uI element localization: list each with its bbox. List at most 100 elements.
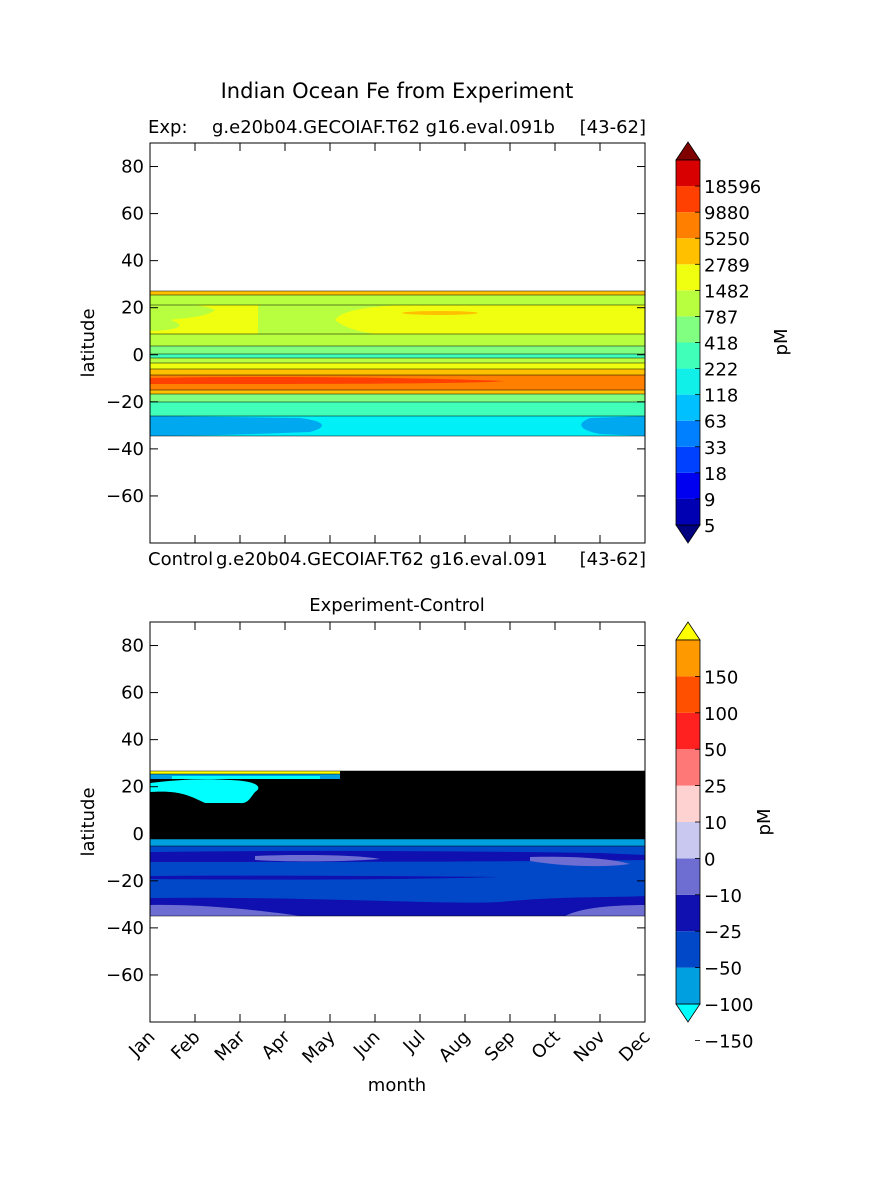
y-tick-label: 0 <box>133 824 144 845</box>
panel2-title-right: [43-62] <box>580 549 646 570</box>
colorbar-tick-label: 50 <box>704 740 727 761</box>
blob-black-top <box>340 771 645 779</box>
panel2-xlabel: month <box>368 1075 426 1096</box>
colorbar-tick-label: 25 <box>704 777 727 798</box>
band-222-418 <box>150 346 645 354</box>
band-1482-2789-b <box>150 369 645 375</box>
blob-1482-2789 <box>402 311 478 315</box>
blob-33-63-left <box>150 416 322 436</box>
blob-418-787-mid <box>258 305 400 334</box>
panel2-colorbar-label: pM <box>754 809 775 836</box>
blob-25-10-a <box>255 855 380 862</box>
colorbar-tick-label: 118 <box>704 386 738 407</box>
colorbar-tick-label: 18 <box>704 464 727 485</box>
y-tick-label: 60 <box>121 683 144 704</box>
colorbar-tick-label: −150 <box>704 1031 753 1052</box>
colorbar-tick-label: 150 <box>704 667 738 688</box>
colorbar-tick-label: 10 <box>704 813 727 834</box>
colorbar-tick-label: 222 <box>704 360 738 381</box>
blob-5250-9880 <box>150 377 505 384</box>
y-tick-label: 80 <box>121 157 144 178</box>
colorbar-swatch <box>676 264 700 291</box>
colorbar-tick-label: −100 <box>704 995 753 1016</box>
x-tick-label: Dec <box>615 1027 654 1066</box>
blob-25-10-b <box>530 856 630 867</box>
colorbar-swatch <box>676 368 700 395</box>
colorbar-tick-label: 418 <box>704 334 738 355</box>
colorbar-tick-label: 9 <box>704 490 715 511</box>
colorbar-extend-high <box>675 141 701 161</box>
colorbar-tick-label: 5250 <box>704 229 750 250</box>
x-tick-label: Apr <box>258 1026 295 1063</box>
colorbar-tick-label: 9880 <box>704 203 750 224</box>
blob-cyan-left <box>150 779 259 804</box>
x-tick-label: Jan <box>124 1027 159 1062</box>
blob-50-25-b <box>150 875 500 880</box>
y-tick-label: 20 <box>121 298 144 319</box>
band-118-222-b <box>150 402 645 416</box>
y-tick-label: 0 <box>133 345 144 366</box>
y-tick-label: −60 <box>106 965 144 986</box>
blob-25-10-bottom <box>150 904 300 916</box>
colorbar-swatch <box>676 822 700 859</box>
figure-title: Indian Ocean Fe from Experiment <box>221 79 574 103</box>
panel1-title-mid: g.e20b04.GECOIAF.T62 g16.eval.091b <box>212 117 555 138</box>
panel1-y-axis: 80 60 40 20 0 −20 −40 −60 <box>106 157 645 507</box>
blob-25-10-bottom-right <box>565 905 645 916</box>
panel1-ylabel: latitude <box>78 308 99 377</box>
y-tick-label: −40 <box>106 918 144 939</box>
band-1482-2789 <box>150 291 645 295</box>
colorbar-swatch <box>676 931 700 968</box>
panel1-x-ticks <box>149 143 646 543</box>
colorbar-swatch <box>676 420 700 447</box>
colorbar-tick-label: 2789 <box>704 255 750 276</box>
colorbar-swatch <box>676 676 700 713</box>
colorbar-tick-label: −50 <box>704 959 742 980</box>
panel1-contour-lines <box>150 290 645 437</box>
band-50-25-bottom <box>150 896 645 916</box>
panel-difference: Experiment-Control <box>78 595 775 1096</box>
y-tick-label: −20 <box>106 392 144 413</box>
x-tick-label: Oct <box>528 1027 565 1064</box>
y-tick-label: 60 <box>121 204 144 225</box>
y-tick-label: 20 <box>121 777 144 798</box>
band-150-100-b <box>150 839 645 846</box>
blob-418-787-left <box>150 304 215 331</box>
colorbar-tick-label: 18596 <box>704 177 761 198</box>
colorbar-tick-label: 5 <box>704 516 715 537</box>
y-tick-label: 40 <box>121 251 144 272</box>
panel1-plot-area <box>149 142 646 544</box>
colorbar-swatch <box>676 342 700 369</box>
colorbar-tick-label: 33 <box>704 438 727 459</box>
colorbar-extend-low <box>675 524 701 544</box>
colorbar-tick-label: −25 <box>704 922 742 943</box>
panel-experiment: Exp: g.e20b04.GECOIAF.T62 g16.eval.091b … <box>78 117 792 570</box>
blob-33-63-right <box>581 416 645 436</box>
colorbar-swatch <box>676 498 700 525</box>
colorbar-swatch <box>676 238 700 265</box>
y-tick-label: −40 <box>106 439 144 460</box>
colorbar-tick-label: 100 <box>704 704 738 725</box>
colorbar-swatch <box>676 967 700 1004</box>
band-787-1482-b <box>150 363 645 369</box>
y-tick-label: −20 <box>106 871 144 892</box>
colorbar-swatch <box>676 212 700 239</box>
panel2-contour-lines <box>150 770 645 917</box>
panel2-plot-area <box>149 621 646 1023</box>
colorbar-tick-label: 1482 <box>704 281 750 302</box>
colorbar-swatch <box>676 160 700 187</box>
y-tick-label: −60 <box>106 486 144 507</box>
blob-cyan-top <box>172 776 320 779</box>
colorbar-swatch <box>676 858 700 895</box>
band-418-787-c <box>150 358 645 363</box>
x-tick-label: Mar <box>211 1026 250 1065</box>
colorbar-swatch <box>676 640 700 677</box>
band-787-1482 <box>150 305 645 334</box>
panel2-title: Experiment-Control <box>309 595 485 616</box>
panel2-y-axis: 80 60 40 20 0 −20 −40 −60 <box>106 636 645 986</box>
x-tick-label: Jun <box>349 1027 384 1062</box>
colorbar-tick-label: 787 <box>704 307 738 328</box>
colorbar-swatch <box>676 785 700 822</box>
